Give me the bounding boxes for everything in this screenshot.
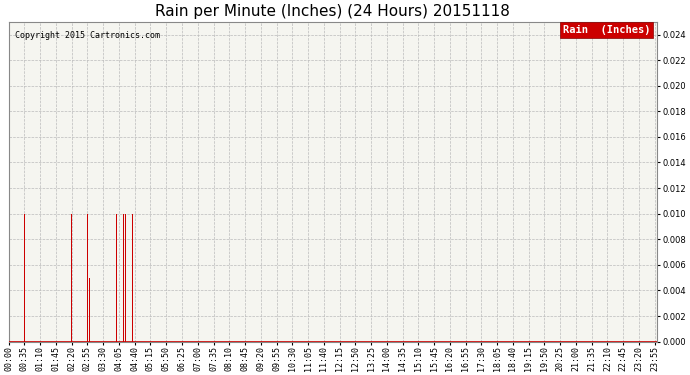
Text: Copyright 2015 Cartronics.com: Copyright 2015 Cartronics.com: [15, 32, 160, 40]
Title: Rain per Minute (Inches) (24 Hours) 20151118: Rain per Minute (Inches) (24 Hours) 2015…: [155, 4, 510, 19]
Text: Rain  (Inches): Rain (Inches): [562, 25, 650, 35]
